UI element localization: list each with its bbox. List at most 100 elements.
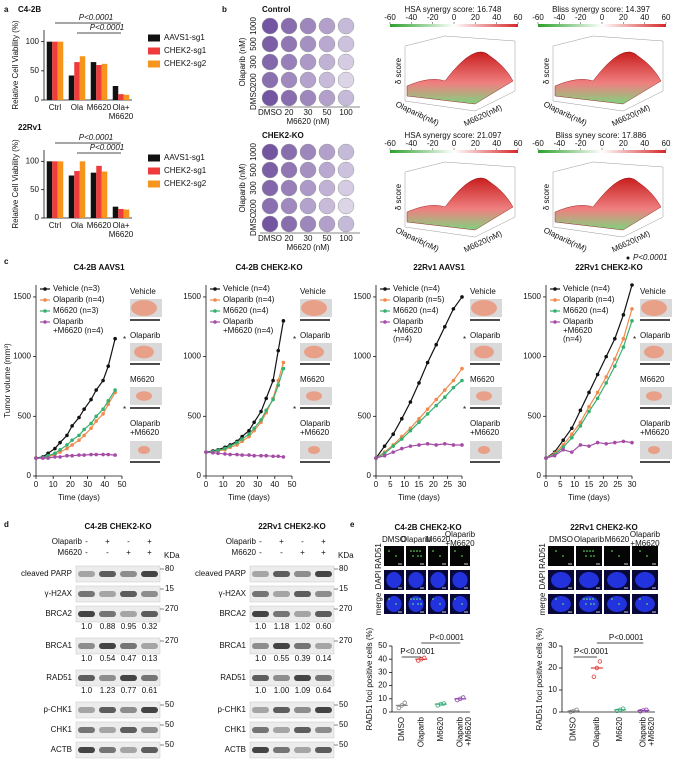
plate-well <box>299 71 317 89</box>
bar <box>101 63 108 100</box>
surface-axis-label: Olaparib(nM) <box>394 100 440 128</box>
rad51-focus <box>611 598 613 600</box>
nucleus <box>430 596 446 612</box>
data-point <box>604 441 608 446</box>
y-tick-label: 50 <box>30 66 39 75</box>
y-tick-label: 1500 <box>523 292 541 301</box>
data-point <box>77 438 81 442</box>
plate-row-label: 200 <box>249 73 258 87</box>
data-point <box>65 446 69 451</box>
data-point <box>570 450 574 454</box>
surface-axis-label: M6620(nM) <box>462 229 503 255</box>
data-point <box>94 388 98 392</box>
colorbar-tick-label: -40 <box>554 13 566 22</box>
blot-band <box>315 591 332 597</box>
y-axis-label: Relative Cell Viability (%) <box>11 139 20 229</box>
plate-well <box>280 161 298 179</box>
data-point <box>604 381 608 385</box>
blot-strip <box>75 585 161 603</box>
y-tick-label: 1500 <box>13 292 31 301</box>
x-tick-label: M6620 <box>615 716 624 741</box>
chart-title: C4-2B AAVS1 <box>73 263 125 272</box>
rad51-focus <box>592 550 594 552</box>
data-point <box>106 364 111 368</box>
data-point <box>235 440 239 445</box>
data-point <box>451 385 456 390</box>
y-tick-label: 10 <box>378 694 387 703</box>
blot-row-label: p-CHK1 <box>218 705 247 714</box>
plate-row-label: 300 <box>249 181 258 195</box>
data-point <box>252 420 256 425</box>
photo-label: Vehicle <box>130 287 156 296</box>
series-line <box>35 338 116 459</box>
plate-col-label: 50 <box>323 234 332 243</box>
rad51-focus <box>593 555 595 557</box>
data-point <box>578 443 583 447</box>
treatment-label: M6620 <box>232 548 257 557</box>
x-tick-label: 10 <box>570 480 579 489</box>
data-point <box>595 390 600 395</box>
y-tick-label: 500 <box>528 411 542 420</box>
nucleus <box>579 572 599 588</box>
x-tick-label: 40 <box>270 480 279 489</box>
photo-label: Olaparib <box>640 331 671 340</box>
rad51-focus <box>410 550 412 552</box>
data-point <box>228 452 232 457</box>
mw-label: 80 <box>339 564 348 573</box>
plate-well <box>261 143 279 161</box>
blot-band <box>294 707 311 713</box>
colorbar <box>390 24 518 27</box>
y-axis-label: RAD51 foci positive cells (%) <box>365 627 374 730</box>
plate-well <box>299 143 317 161</box>
mw-label: 50 <box>339 700 348 709</box>
data-point <box>281 319 286 323</box>
data-point <box>382 453 387 458</box>
band-quant: 0.55 <box>274 654 290 663</box>
x-tick-label: Olaparib <box>416 716 425 747</box>
treatment-sign: - <box>259 537 262 546</box>
blot-band <box>252 747 269 753</box>
x-tick-label: DMSO <box>397 717 406 741</box>
legend-label: Olaparib +M6620 (n=4) <box>563 317 594 344</box>
legend-marker <box>213 287 217 291</box>
mw-label: 270 <box>165 636 179 645</box>
treatment-sign: + <box>126 548 131 557</box>
bar <box>101 171 108 218</box>
colorbar-tick-label: -20 <box>575 13 587 22</box>
blot-band <box>99 727 116 733</box>
legend-label: M6620 (n=4) <box>563 306 609 315</box>
plate-well <box>337 179 355 197</box>
blot-row-label: BRCA2 <box>45 609 72 618</box>
replicate-point <box>396 705 401 711</box>
x-tick-label: 50 <box>288 480 297 489</box>
legend-label: Olaparib +M6620 (n=4) <box>393 317 424 344</box>
colorbar-tick-label: 60 <box>514 13 523 22</box>
rad51-focus <box>388 598 390 600</box>
rad51-focus <box>419 598 421 600</box>
band-quant: 0.32 <box>142 622 158 631</box>
data-point <box>451 307 456 311</box>
plate-col-label: DMSO <box>258 234 282 243</box>
y-tick-label: 50 <box>378 641 387 650</box>
x-tick-label: 15 <box>415 480 424 489</box>
blot-band <box>141 591 158 597</box>
plate-col-label: 100 <box>339 108 353 117</box>
rad51-focus <box>618 555 620 557</box>
blot-band <box>78 675 95 681</box>
nucleus <box>635 596 655 612</box>
rad51-focus <box>412 555 414 557</box>
rad51-focus <box>388 550 390 552</box>
data-point <box>82 427 86 432</box>
micrograph <box>604 546 630 566</box>
legend-marker <box>383 320 387 324</box>
data-point <box>264 408 269 413</box>
bar <box>79 56 86 100</box>
x-tick-label: 0 <box>544 480 549 489</box>
data-point <box>417 416 421 421</box>
blot-band <box>78 747 95 753</box>
blot-band <box>141 675 158 681</box>
plate-well <box>337 161 355 179</box>
blot-strip <box>75 565 161 583</box>
plate-well <box>261 35 279 53</box>
bar <box>74 62 80 100</box>
